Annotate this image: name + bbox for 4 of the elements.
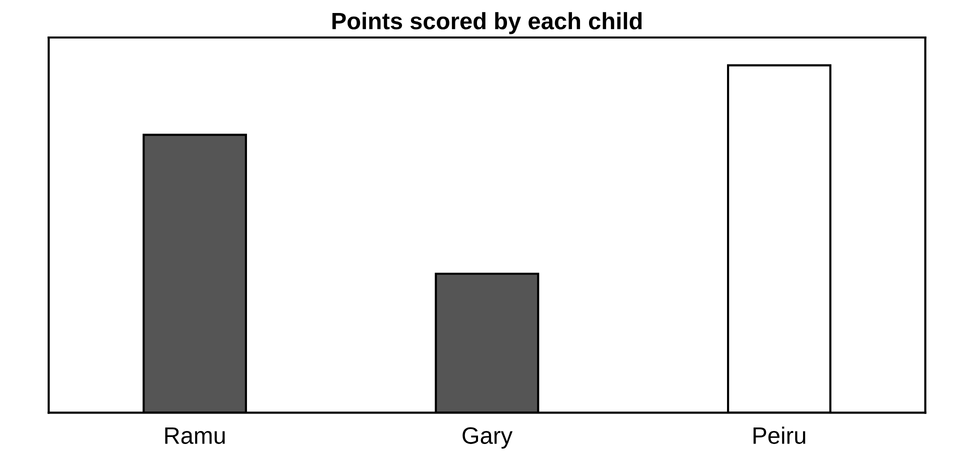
chart-title: Points scored by each child [332, 12, 642, 34]
x-tick-label: Gary [462, 427, 513, 449]
x-tick-label: Ramu [165, 427, 225, 444]
x-tick-label: Peiru [754, 426, 806, 444]
